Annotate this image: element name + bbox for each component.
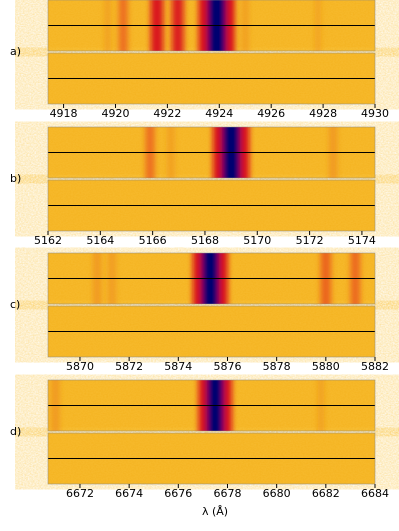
x-tick-label: 5874 <box>164 360 192 373</box>
x-tick-label: 5876 <box>213 360 241 373</box>
x-tick-label: 5878 <box>263 360 291 373</box>
x-tick-label: 5872 <box>115 360 143 373</box>
x-tick-label: 4930 <box>361 107 389 120</box>
x-tick-label: 6674 <box>115 487 143 500</box>
panel-label: d) <box>10 425 21 438</box>
panel-label: b) <box>10 172 21 185</box>
x-tick-label: 5162 <box>34 234 62 247</box>
x-tick-label: 6678 <box>213 487 241 500</box>
frame <box>47 252 376 305</box>
frame <box>47 179 376 232</box>
frame <box>47 379 376 432</box>
frame <box>47 126 376 179</box>
x-tick-label: 5168 <box>191 234 219 247</box>
panel-label: a) <box>10 45 21 58</box>
frame <box>47 432 376 485</box>
x-tick-label: 4920 <box>101 107 129 120</box>
x-tick-label: 4924 <box>205 107 233 120</box>
x-tick-label: 4926 <box>257 107 285 120</box>
x-tick-label: 6676 <box>164 487 192 500</box>
x-tick-label: 5880 <box>312 360 340 373</box>
x-tick-label: 5166 <box>139 234 167 247</box>
x-tick-label: 6684 <box>361 487 389 500</box>
frame <box>47 52 376 105</box>
frame <box>47 305 376 358</box>
x-axis-label: λ (Å) <box>202 505 228 518</box>
x-tick-label: 6682 <box>312 487 340 500</box>
x-tick-label: 5170 <box>243 234 271 247</box>
x-tick-label: 6680 <box>263 487 291 500</box>
x-tick-label: 6672 <box>66 487 94 500</box>
x-tick-label: 5172 <box>296 234 324 247</box>
panel-label: c) <box>10 298 20 311</box>
x-tick-label: 5164 <box>86 234 114 247</box>
x-tick-label: 4922 <box>153 107 181 120</box>
x-tick-label: 5882 <box>361 360 389 373</box>
x-tick-label: 4918 <box>50 107 78 120</box>
x-tick-label: 5870 <box>66 360 94 373</box>
frame <box>47 0 376 52</box>
x-tick-label: 5174 <box>348 234 376 247</box>
x-tick-label: 4928 <box>309 107 337 120</box>
